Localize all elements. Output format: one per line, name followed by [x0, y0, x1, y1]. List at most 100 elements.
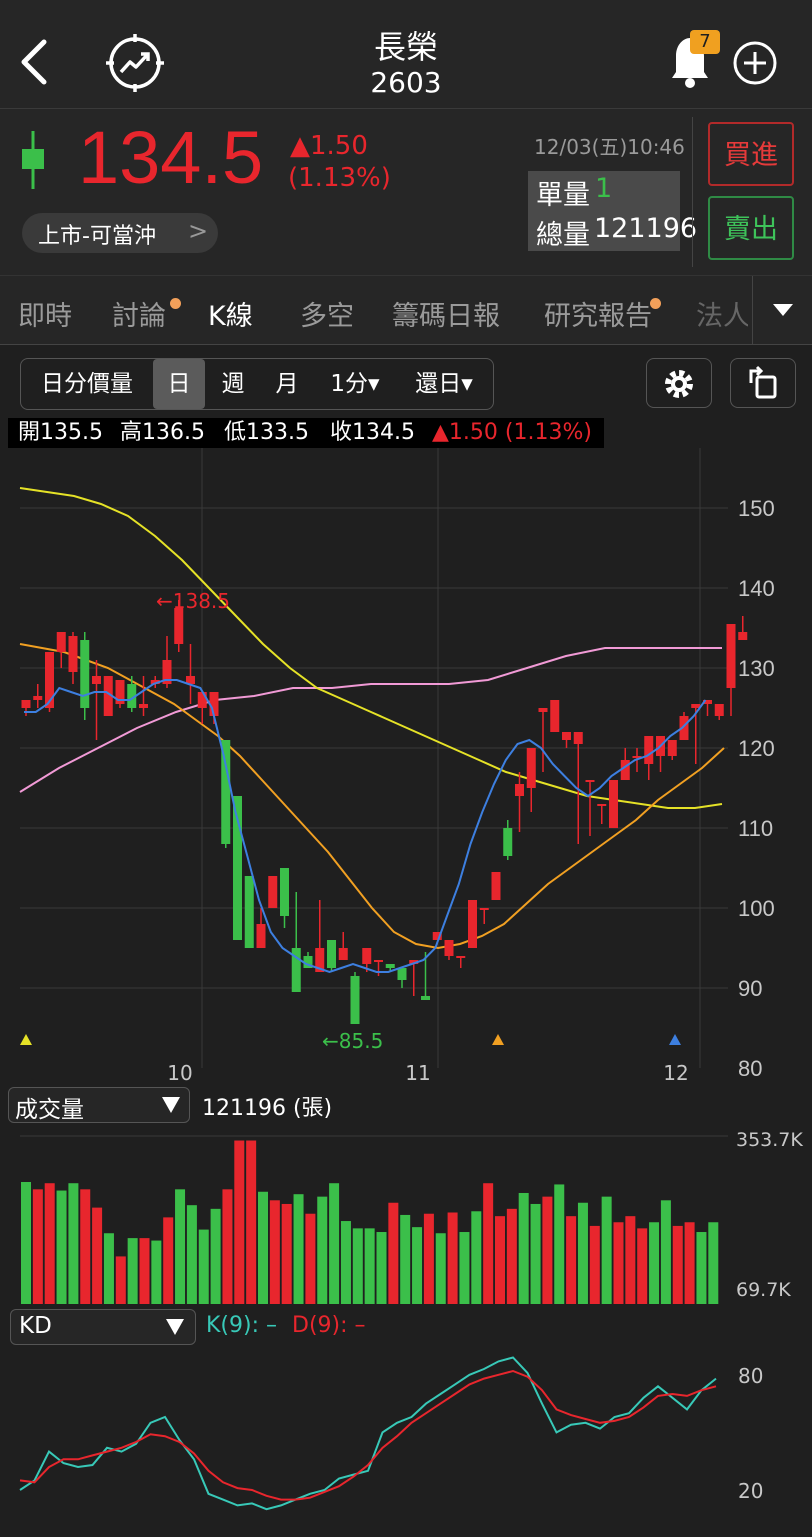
- volume-bar: [305, 1213, 316, 1304]
- stock-code: 2603: [370, 66, 442, 99]
- candle-body: [303, 956, 313, 968]
- candle-body: [515, 784, 524, 796]
- candle-body: [56, 632, 66, 652]
- back-icon[interactable]: [14, 36, 50, 88]
- ohlc-change: ▲1.50 (1.13%): [432, 420, 592, 445]
- tab-institutional[interactable]: 法人: [696, 301, 748, 332]
- x-tick-label: 10: [167, 1061, 192, 1085]
- sell-button[interactable]: 賣出: [708, 196, 794, 260]
- chevron-right-icon: >: [188, 217, 209, 245]
- candle-body: [644, 736, 654, 764]
- candle-body: [491, 872, 501, 900]
- tab-realtime[interactable]: 即時: [18, 301, 72, 332]
- period-minute-dropdown[interactable]: 1分▾: [330, 371, 380, 397]
- candle-body: [444, 940, 454, 956]
- candle-body: [632, 756, 642, 758]
- single-volume-label: 單量: [536, 180, 590, 211]
- price-chart[interactable]: 150 140 130 120 110 100 90 80 10 11 12 ←138.5 ←85.5: [0, 448, 812, 1088]
- volume-bar: [649, 1222, 660, 1304]
- volume-bar: [447, 1212, 458, 1304]
- ohlc-open: 開135.5: [18, 420, 103, 445]
- k-label: K(9):: [206, 1313, 260, 1338]
- tab-research-report[interactable]: 研究報告: [544, 301, 652, 332]
- candle-body: [338, 948, 348, 960]
- trend-target-icon[interactable]: [104, 32, 168, 94]
- volume-bar: [352, 1228, 363, 1304]
- chart-settings-button[interactable]: [646, 358, 712, 408]
- ohlc-low: 低133.5: [224, 420, 309, 445]
- volume-chart[interactable]: 353.7K 69.7K: [0, 1124, 812, 1308]
- volume-bar: [32, 1189, 43, 1304]
- volume-bar: [577, 1202, 588, 1304]
- y-tick-label: 130: [738, 656, 775, 681]
- market-tag-label: 上市-可當沖: [38, 224, 156, 249]
- tab-bar: 即時 討論 K線 多空 籌碼日報 研究報告 法人: [0, 275, 812, 345]
- volume-bar: [518, 1192, 529, 1304]
- period-month[interactable]: 月: [275, 371, 299, 397]
- tab-long-short[interactable]: 多空: [300, 301, 354, 332]
- indicator-dropdown-volume[interactable]: 成交量: [8, 1087, 190, 1123]
- candle-body: [562, 732, 571, 740]
- tab-kline[interactable]: K線: [208, 301, 253, 332]
- volume-bar: [637, 1228, 648, 1304]
- buy-button[interactable]: 買進: [708, 122, 794, 186]
- ma-line-orange: [19, 643, 725, 950]
- volume-bar: [376, 1232, 387, 1304]
- volume-bar: [459, 1232, 470, 1304]
- tab-chip-daily[interactable]: 籌碼日報: [392, 301, 500, 332]
- volume-bar: [103, 1233, 114, 1304]
- divider: [692, 117, 693, 267]
- ohlc-close: 收134.5: [330, 420, 415, 445]
- volume-bar: [708, 1222, 719, 1304]
- candle-body: [21, 700, 31, 708]
- x-tick-label: 12: [663, 1061, 688, 1085]
- volume-value: 121196 (張): [202, 1096, 333, 1121]
- gear-icon: [665, 370, 693, 398]
- candle-body: [174, 608, 184, 644]
- d-label: D(9):: [292, 1313, 348, 1338]
- candle-body: [291, 948, 301, 992]
- candle-body: [679, 716, 689, 740]
- candle-body: [45, 652, 54, 708]
- add-icon[interactable]: [732, 40, 778, 86]
- volume-bar: [151, 1240, 162, 1304]
- quote-timestamp: 12/03(五)10:46: [534, 135, 685, 159]
- candle-body: [350, 976, 360, 1024]
- volume-bar: [127, 1238, 138, 1304]
- volume-bar: [495, 1216, 505, 1304]
- indicator-dropdown-kd[interactable]: KD: [10, 1309, 196, 1345]
- candle-body: [573, 732, 583, 744]
- volume-bar: [613, 1222, 624, 1304]
- signal-marker-icon: [492, 1034, 504, 1045]
- y-tick-label: 150: [738, 496, 775, 521]
- candle-body: [468, 900, 477, 948]
- volume-bar: [80, 1189, 91, 1304]
- ma-line-blue: [24, 679, 707, 974]
- volume-bar: [672, 1225, 683, 1304]
- kd-chart[interactable]: 80 20: [0, 1346, 812, 1526]
- rotate-icon: [749, 365, 777, 399]
- volume-bar: [56, 1190, 67, 1304]
- y-tick-label: 120: [738, 736, 775, 761]
- candle-body: [703, 700, 712, 704]
- period-week[interactable]: 週: [221, 371, 245, 397]
- k-line: [19, 1356, 717, 1511]
- volume-bar: [293, 1194, 304, 1304]
- period-day[interactable]: 日: [153, 359, 205, 409]
- market-tag-button[interactable]: 上市-可當沖 >: [22, 213, 218, 253]
- period-intraday[interactable]: 日分價量: [41, 371, 133, 397]
- volume-bar: [139, 1238, 150, 1304]
- candle-body: [714, 704, 724, 716]
- candle-body: [479, 908, 489, 910]
- candle-body: [550, 700, 560, 732]
- rotate-screen-button[interactable]: [730, 358, 796, 408]
- candle-body: [186, 676, 195, 684]
- candle-body: [244, 876, 254, 948]
- volume-bar: [92, 1207, 103, 1304]
- volume-bar: [21, 1182, 31, 1304]
- tab-discussion[interactable]: 討論: [112, 301, 166, 332]
- volume-bar: [400, 1214, 411, 1304]
- more-tabs-button[interactable]: [752, 276, 812, 344]
- caret-down-icon: [773, 304, 793, 316]
- price-adjust-dropdown[interactable]: 還日▾: [415, 371, 473, 397]
